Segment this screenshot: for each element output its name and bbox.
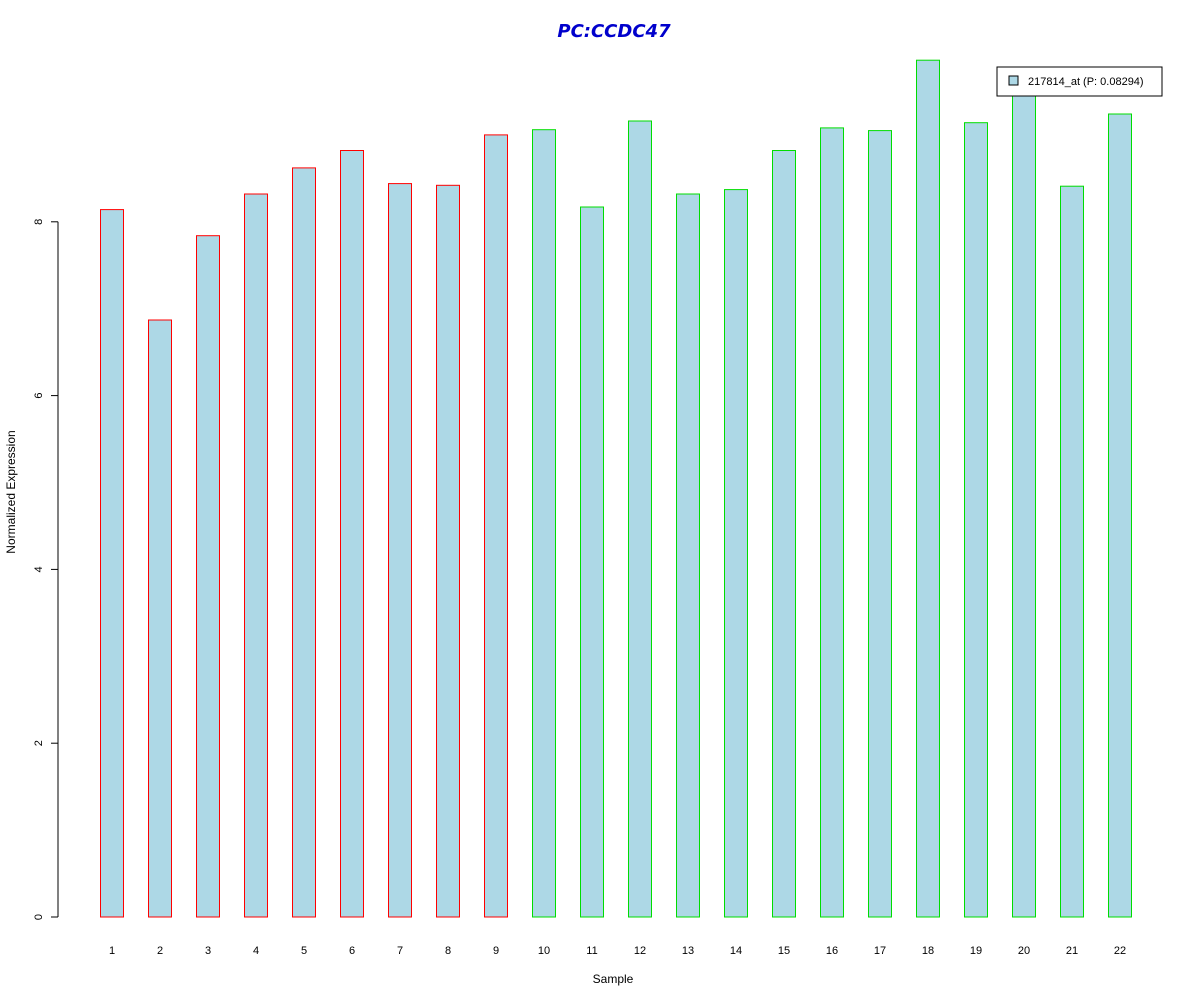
bar	[244, 193, 268, 918]
bar	[820, 127, 844, 918]
x-tick-label: 22	[1114, 945, 1126, 957]
bar	[148, 319, 172, 918]
bar	[532, 129, 556, 918]
bar	[388, 183, 412, 918]
legend-label: 217814_at (P: 0.08294)	[1028, 76, 1144, 88]
x-tick-label: 6	[349, 945, 355, 957]
y-tick-label: 4	[33, 566, 45, 572]
x-tick-label: 2	[157, 945, 163, 957]
x-tick-label: 15	[778, 945, 790, 957]
x-tick-label: 10	[538, 945, 550, 957]
bar	[1060, 185, 1084, 918]
bar	[340, 150, 364, 918]
x-tick-label: 18	[922, 945, 934, 957]
legend: 217814_at (P: 0.08294)	[996, 66, 1163, 97]
x-tick-label: 13	[682, 945, 694, 957]
bar	[1108, 113, 1132, 918]
x-tick-label: 20	[1018, 945, 1030, 957]
bar	[196, 235, 220, 918]
bar	[628, 120, 652, 918]
bars	[100, 59, 1132, 918]
x-tick-label: 21	[1066, 945, 1078, 957]
y-axis-label: Normalized Expression	[4, 430, 18, 553]
x-tick-label: 9	[493, 945, 499, 957]
bar	[676, 193, 700, 918]
bar	[964, 122, 988, 918]
x-tick-label: 17	[874, 945, 886, 957]
legend-swatch	[1008, 75, 1019, 86]
x-tick-label: 3	[205, 945, 211, 957]
bar	[292, 167, 316, 918]
bar	[484, 134, 508, 918]
bar	[580, 206, 604, 918]
x-tick-label: 8	[445, 945, 451, 957]
bar	[868, 130, 892, 918]
x-tick-label: 16	[826, 945, 838, 957]
x-axis-label: Sample	[593, 972, 634, 986]
legend-box	[996, 66, 1163, 97]
y-tick-label: 2	[33, 740, 45, 746]
x-tick-label: 5	[301, 945, 307, 957]
chart-title: PC:CCDC47	[557, 21, 671, 42]
y-tick-label: 8	[33, 219, 45, 225]
y-tick-label: 6	[33, 393, 45, 399]
bar	[772, 150, 796, 918]
x-tick-label: 12	[634, 945, 646, 957]
x-tick-label: 4	[253, 945, 259, 957]
bar	[436, 184, 460, 918]
y-tick-label: 0	[33, 914, 45, 920]
bar	[724, 189, 748, 918]
bar	[1012, 89, 1036, 918]
bar	[100, 209, 124, 918]
x-tick-label: 1	[109, 945, 115, 957]
x-tick-label: 7	[397, 945, 403, 957]
x-tick-label: 11	[586, 945, 597, 957]
y-axis-ticks: 0 2 4 6 8	[33, 219, 58, 920]
bar	[916, 59, 940, 918]
x-tick-label: 19	[970, 945, 982, 957]
x-axis-tick-labels: 1 2 3 4 5 6 7 8 9 10 11 12 13 14 15 16 17 18 19 20 21 22	[109, 945, 1126, 957]
x-tick-label: 14	[730, 945, 742, 957]
